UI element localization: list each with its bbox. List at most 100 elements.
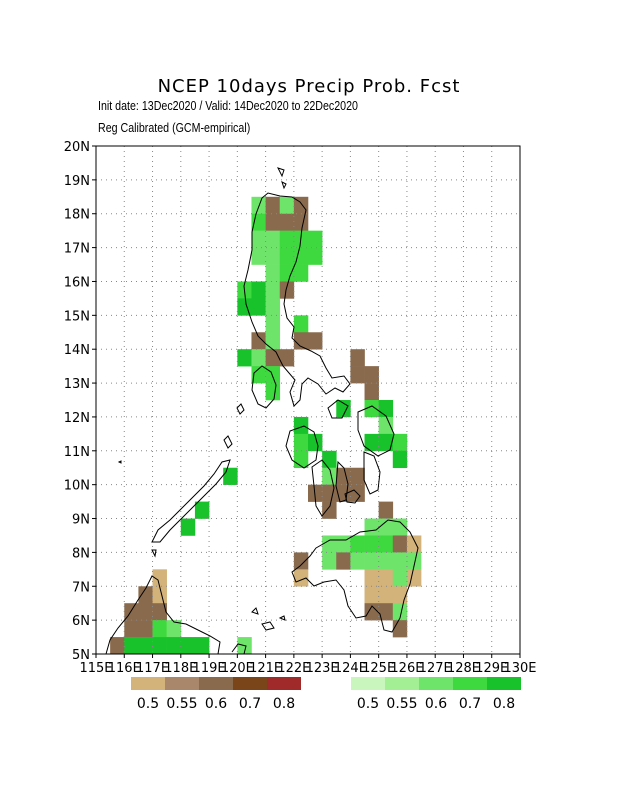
probability-cell (265, 230, 281, 248)
probability-cell (322, 535, 337, 553)
latitude-tick-label: 20N (64, 140, 90, 155)
probability-cell (308, 247, 323, 265)
probability-cell (152, 620, 167, 638)
probability-cell (392, 535, 408, 553)
probability-cell (265, 298, 281, 316)
latitude-tick-label: 15N (64, 309, 90, 324)
probability-cell (378, 416, 394, 435)
probability-cell (406, 552, 422, 570)
probability-cell (251, 247, 266, 265)
probability-cell (279, 230, 295, 248)
longitude-tick-label: 128E (447, 661, 480, 676)
probability-cell (223, 467, 238, 485)
probability-cell (392, 620, 408, 638)
probability-cell (180, 637, 196, 655)
probability-cells (110, 196, 422, 655)
probability-cell (237, 298, 252, 316)
dry-legend-swatch (199, 677, 233, 690)
latitude-tick-label: 7N (72, 580, 90, 595)
longitude-tick-label: 116E (108, 661, 141, 676)
probability-cell (378, 603, 394, 621)
probability-cell (364, 535, 379, 553)
probability-cell (364, 518, 379, 536)
probability-cell (138, 603, 153, 621)
probability-cell (293, 433, 309, 452)
probability-cell (279, 349, 295, 367)
latitude-tick-label: 13N (64, 377, 90, 392)
coastline-panay (285, 425, 319, 469)
latitude-tick-label: 18N (64, 208, 90, 223)
probability-cell (378, 535, 394, 553)
probability-cell (251, 213, 266, 231)
probability-cell (350, 349, 365, 367)
coastline-mindanao (291, 519, 419, 633)
lat-lon-grid (96, 146, 520, 654)
longitude-tick-label: 117E (136, 661, 169, 676)
probability-cell (364, 366, 379, 384)
probability-cell (293, 332, 309, 350)
probability-cell (322, 467, 337, 485)
coastline-masbate (327, 399, 349, 419)
longitude-tick-label: 123E (306, 661, 339, 676)
wet-legend-swatch (487, 677, 521, 690)
probability-cell (336, 467, 351, 485)
longitude-tick-label: 121E (249, 661, 282, 676)
probability-cell (279, 196, 295, 215)
probability-cell (279, 213, 295, 231)
latitude-tick-label: 17N (64, 242, 90, 257)
probability-cell (251, 230, 266, 248)
probability-cell (293, 264, 309, 282)
probability-cell (251, 281, 266, 299)
dry-legend-swatch (267, 677, 301, 690)
calibration-subtitle: Reg Calibrated (GCM-empirical) (98, 120, 251, 135)
wet-legend-label: 0.55 (386, 696, 417, 712)
coastline-negros (311, 459, 335, 517)
dry-legend-swatch (233, 677, 267, 690)
probability-cell (251, 366, 266, 384)
latitude-tick-label: 11N (64, 445, 90, 460)
wet-legend-swatch (351, 677, 385, 690)
probability-cell (279, 247, 295, 265)
probability-cell (293, 213, 309, 231)
probability-cell (293, 315, 309, 333)
probability-cell (293, 247, 309, 265)
probability-cell (392, 586, 408, 604)
wet-legend-swatch (453, 677, 487, 690)
longitude-tick-label: 127E (419, 661, 452, 676)
probability-cell (293, 569, 309, 587)
probability-cell (138, 637, 153, 655)
wet-legend-label: 0.5 (357, 696, 379, 712)
probability-cell (336, 484, 351, 502)
latitude-tick-label: 19N (64, 174, 90, 189)
longitude-tick-label: 120E (221, 661, 254, 676)
wet-legend-swatch (385, 677, 419, 690)
probability-cell (251, 349, 266, 367)
longitude-tick-label: 122E (277, 661, 310, 676)
probability-cell (138, 620, 153, 638)
probability-cell (322, 484, 337, 502)
longitude-tick-label: 129E (475, 661, 508, 676)
probability-cell (237, 349, 252, 367)
probability-cell (152, 569, 167, 587)
latitude-tick-label: 5N (72, 648, 90, 663)
probability-cell (364, 552, 379, 570)
probability-cell (392, 450, 408, 469)
coastline-borneo (105, 575, 221, 655)
dry-legend-label: 0.6 (205, 696, 227, 712)
latitude-tick-label: 12N (64, 411, 90, 426)
probability-cell (336, 400, 351, 418)
probability-cell (364, 400, 379, 418)
probability-cell (152, 603, 167, 621)
probability-cell (265, 281, 281, 299)
probability-cell (194, 501, 210, 519)
probability-cell (308, 433, 323, 452)
longitude-tick-label: 115E (79, 661, 112, 676)
wet-legend-swatch (419, 677, 453, 690)
probability-cell (251, 332, 266, 350)
probability-cell (194, 637, 210, 655)
probability-cell (392, 603, 408, 621)
probability-cell (265, 196, 281, 215)
coastline-batanes (277, 167, 287, 190)
probability-cell (279, 281, 295, 299)
